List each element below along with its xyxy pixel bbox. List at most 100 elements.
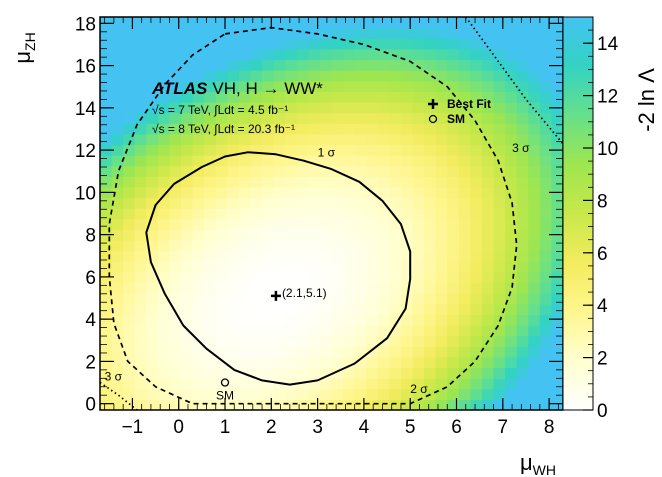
heatmap-cell <box>366 335 379 347</box>
heatmap-cell <box>539 80 553 92</box>
heatmap-cell <box>424 123 437 135</box>
heatmap-cell <box>204 91 217 103</box>
heatmap-cell <box>377 112 390 124</box>
heatmap-cell <box>215 144 228 156</box>
heatmap-cell <box>157 356 171 369</box>
heatmap-cell <box>250 271 263 284</box>
heatmap-cell <box>250 261 263 273</box>
heatmap-cell <box>100 282 113 294</box>
heatmap-cell <box>424 325 437 337</box>
heatmap-cell <box>435 282 448 294</box>
heatmap-cell <box>273 346 286 358</box>
heatmap-cell <box>400 367 414 379</box>
heatmap-cell <box>181 356 194 369</box>
heatmap-cell <box>157 123 171 135</box>
heatmap-cell <box>146 27 159 39</box>
heatmap-cell <box>123 314 136 326</box>
heatmap-cell <box>215 356 228 369</box>
heatmap-cell <box>354 271 367 284</box>
heatmap-cell <box>516 144 529 156</box>
heatmap-cell <box>505 293 518 305</box>
heatmap-cell <box>366 91 379 103</box>
heatmap-cell <box>273 388 286 400</box>
heatmap-cell <box>273 80 286 92</box>
heatmap-cell <box>296 17 309 29</box>
heatmap-cell <box>343 346 356 358</box>
heatmap-cell <box>250 59 263 71</box>
heatmap-cell <box>435 186 448 199</box>
heatmap-cell <box>215 229 228 241</box>
heatmap-cell <box>308 303 321 316</box>
y-tick-label: 18 <box>75 14 96 35</box>
heatmap-cell <box>285 48 298 61</box>
heatmap-cell <box>262 70 275 82</box>
heatmap-cell <box>308 346 321 358</box>
heatmap-cell <box>296 27 309 39</box>
x-tick-label: 1 <box>220 417 231 438</box>
heatmap-cell <box>262 388 275 400</box>
heatmap-cell <box>354 123 367 135</box>
heatmap-cell <box>308 378 321 390</box>
heatmap-cell <box>412 218 425 231</box>
heatmap-cell <box>470 388 483 400</box>
heatmap-cell <box>273 112 286 124</box>
heatmap-cell <box>424 356 437 369</box>
heatmap-cell <box>377 314 390 326</box>
heatmap-cell <box>296 367 309 379</box>
heatmap-cell <box>227 155 240 167</box>
heatmap-cell <box>238 282 252 294</box>
sm-marker <box>220 378 230 387</box>
heatmap-cell <box>157 197 171 209</box>
heatmap-cell <box>528 335 541 347</box>
heatmap-cell <box>528 38 541 50</box>
heatmap-cell <box>435 112 448 124</box>
heatmap-cell <box>551 314 563 326</box>
heatmap-cell <box>493 144 506 156</box>
heatmap-cell <box>181 271 194 284</box>
heatmap-cell <box>481 378 495 390</box>
heatmap-cell <box>111 356 124 369</box>
heatmap-cell <box>227 101 240 114</box>
heatmap-cell <box>285 356 298 369</box>
heatmap-cell <box>447 197 460 209</box>
heatmap-cell <box>539 186 553 199</box>
heatmap-cell <box>157 261 171 273</box>
heatmap-cell <box>262 325 275 337</box>
colorbar-tick-label: 6 <box>597 244 608 265</box>
heatmap-cell <box>505 80 518 92</box>
heatmap-cell <box>551 293 563 305</box>
heatmap-cell <box>539 123 553 135</box>
heatmap-cell <box>481 165 495 177</box>
heatmap-cell <box>516 356 529 369</box>
heatmap-cell <box>296 208 309 220</box>
heatmap-cell <box>250 282 263 294</box>
heatmap-cell <box>354 59 367 71</box>
heatmap-cell <box>123 367 136 379</box>
heatmap-cell <box>134 133 147 146</box>
heatmap-cell <box>262 346 275 358</box>
heatmap-cell <box>470 59 483 71</box>
heatmap-cell <box>354 17 367 29</box>
heatmap-cell <box>192 144 205 156</box>
heatmap-cell <box>238 250 252 262</box>
heatmap-cell <box>215 399 228 410</box>
heatmap-cell <box>389 27 402 39</box>
heatmap-cell <box>470 356 483 369</box>
heatmap-cell <box>424 367 437 379</box>
heatmap-cell <box>215 38 228 50</box>
heatmap-cell <box>505 186 518 199</box>
heatmap-cell <box>192 186 205 199</box>
heatmap-cell <box>481 59 495 71</box>
heatmap-cell <box>435 271 448 284</box>
heatmap-cell <box>551 38 563 50</box>
heatmap-cell <box>447 133 460 146</box>
heatmap-cell <box>262 186 275 199</box>
heatmap-cell <box>400 17 414 29</box>
heatmap-cell <box>262 144 275 156</box>
heatmap-cell <box>100 123 113 135</box>
heatmap-cell <box>192 250 205 262</box>
heatmap-cell <box>493 176 506 188</box>
heatmap-cell <box>134 229 147 241</box>
heatmap-cell <box>539 208 553 220</box>
